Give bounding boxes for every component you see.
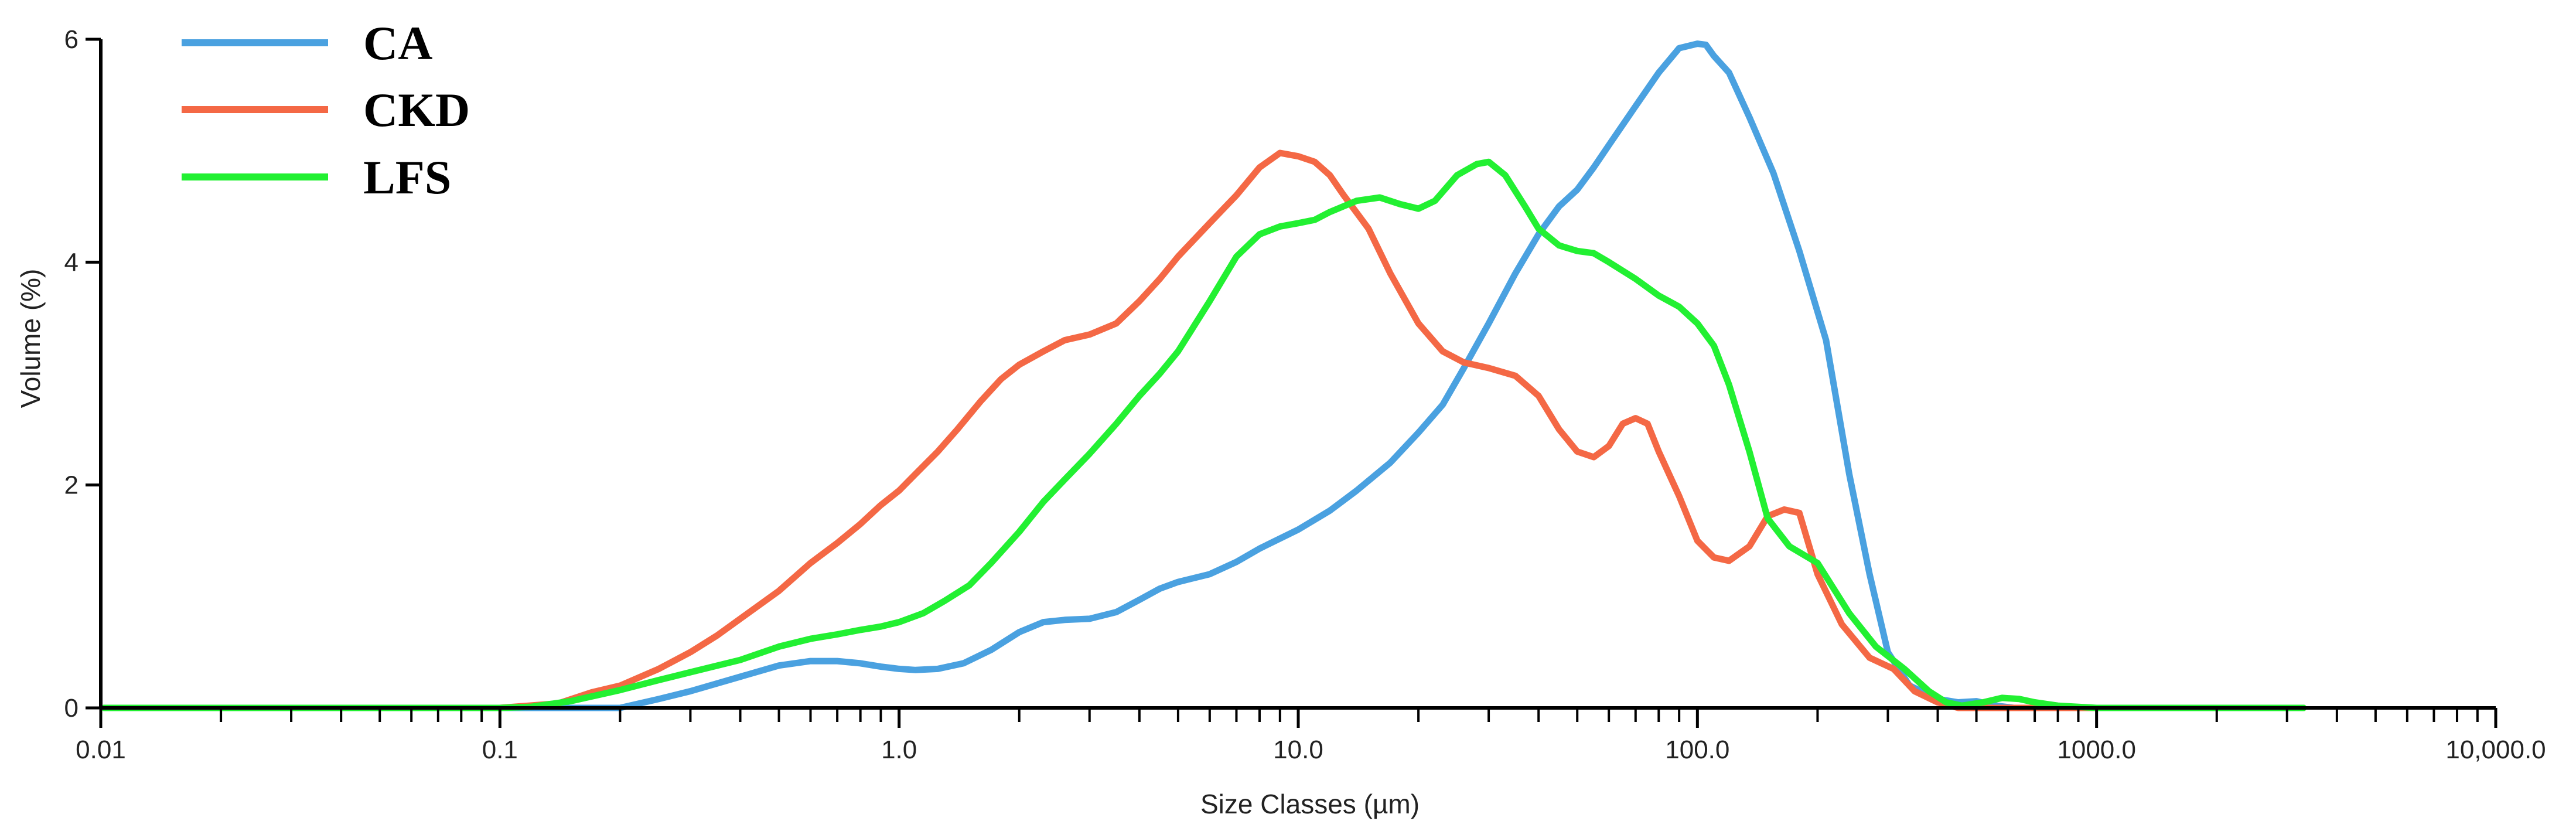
y-axis-title: Volume (%) (15, 269, 46, 408)
legend: CA CKD LFS (182, 16, 470, 204)
x-tick-label: 100.0 (1665, 735, 1729, 764)
x-tick-label: 0.1 (482, 735, 518, 764)
x-tick-label: 10,000.0 (2445, 735, 2546, 764)
series-line-ca (101, 40, 2017, 711)
series-lines (101, 40, 2307, 711)
y-tick-label: 4 (64, 248, 79, 277)
axes: 0.01 0.1 1.0 10.0 100.0 1000.0 10,000.0 0 2 4 6 (64, 25, 2546, 764)
legend-label-lfs: LFS (363, 151, 451, 204)
series-line-ckd (101, 149, 2307, 711)
x-tick-label: 1.0 (881, 735, 917, 764)
y-tick-label: 2 (64, 471, 79, 500)
y-tick-label: 0 (64, 694, 79, 723)
legend-label-ca: CA (363, 16, 432, 70)
x-axis-title: Size Classes (µm) (1200, 789, 1420, 819)
x-tick-label: 0.01 (76, 735, 126, 764)
x-tick-label: 1000.0 (2057, 735, 2136, 764)
y-tick-label: 6 (64, 25, 79, 54)
x-tick-label: 10.0 (1273, 735, 1323, 764)
series-line-lfs (101, 158, 2307, 711)
legend-label-ckd: CKD (363, 83, 470, 137)
